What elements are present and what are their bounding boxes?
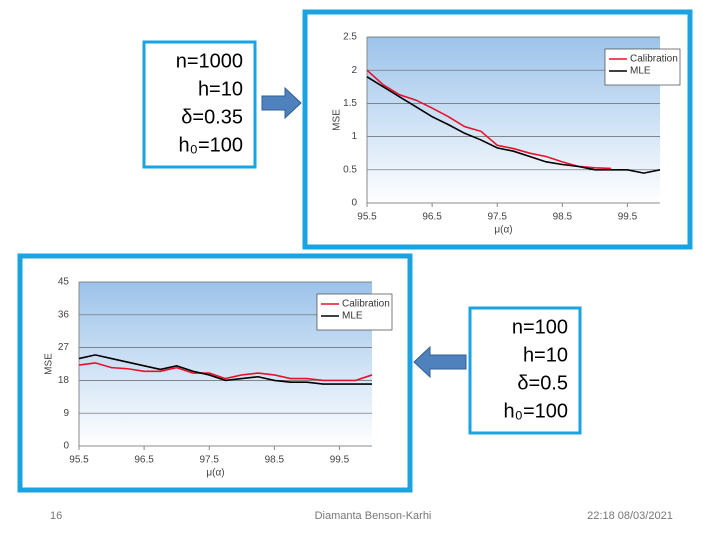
x-tick-label: 97.5 — [199, 455, 219, 466]
y-tick-label: 2.5 — [343, 32, 357, 43]
y-tick-label: 45 — [58, 277, 70, 288]
y-tick-label: 1.5 — [343, 98, 357, 109]
series-line — [78, 362, 373, 382]
x-tick-label: 98.5 — [553, 212, 573, 223]
text-line: n=100 — [512, 316, 568, 338]
legend-label: Calibration — [342, 299, 390, 310]
text-box — [142, 40, 257, 169]
page-number: 16 — [50, 510, 62, 522]
y-tick-label: 2 — [351, 65, 357, 76]
y-tick-label: 0 — [351, 198, 357, 209]
x-tick-label: 95.5 — [69, 455, 89, 466]
x-tick-label: 97.5 — [487, 212, 507, 223]
text-line: δ=0.5 — [517, 372, 568, 394]
legend-label: MLE — [342, 311, 363, 322]
series-line — [78, 354, 372, 385]
y-tick-label: 36 — [58, 309, 70, 320]
y-axis-label: MSE — [332, 109, 343, 131]
y-tick-label: 9 — [63, 408, 69, 419]
x-tick-label: 96.5 — [134, 455, 154, 466]
legend-box — [316, 293, 393, 331]
x-tick-label: 98.5 — [265, 455, 285, 466]
x-tick-label: 96.5 — [422, 212, 442, 223]
x-tick-label: 99.5 — [330, 455, 350, 466]
footer-author: Diamanta Benson-Karhi — [315, 510, 432, 522]
y-tick-label: 0.5 — [343, 164, 357, 175]
series-line — [366, 69, 612, 170]
legend-box — [604, 48, 681, 86]
arrow-right — [261, 86, 302, 120]
x-axis-label: μ(α) — [494, 225, 512, 236]
text-line: δ=0.35 — [181, 106, 243, 128]
text-box — [468, 306, 582, 435]
text-line: h₀=100 — [504, 400, 568, 422]
text-line: h=10 — [198, 78, 243, 100]
legend-label: Calibration — [630, 54, 678, 65]
series-line — [366, 76, 661, 174]
x-axis-label: μ(α) — [206, 468, 224, 479]
arrow-left — [413, 345, 467, 379]
y-tick-label: 0 — [63, 441, 69, 452]
y-tick-label: 27 — [58, 342, 70, 353]
x-tick-label: 99.5 — [618, 212, 638, 223]
y-tick-label: 1 — [351, 131, 357, 142]
text-line: h₀=100 — [179, 134, 243, 156]
text-line: n=1000 — [176, 50, 243, 72]
x-tick-label: 95.5 — [357, 212, 377, 223]
legend-label: MLE — [630, 66, 651, 77]
y-tick-label: 18 — [58, 375, 70, 386]
y-axis-label: MSE — [44, 353, 55, 375]
footer-date: 22:18 08/03/2021 — [587, 510, 673, 522]
text-line: h=10 — [523, 344, 568, 366]
